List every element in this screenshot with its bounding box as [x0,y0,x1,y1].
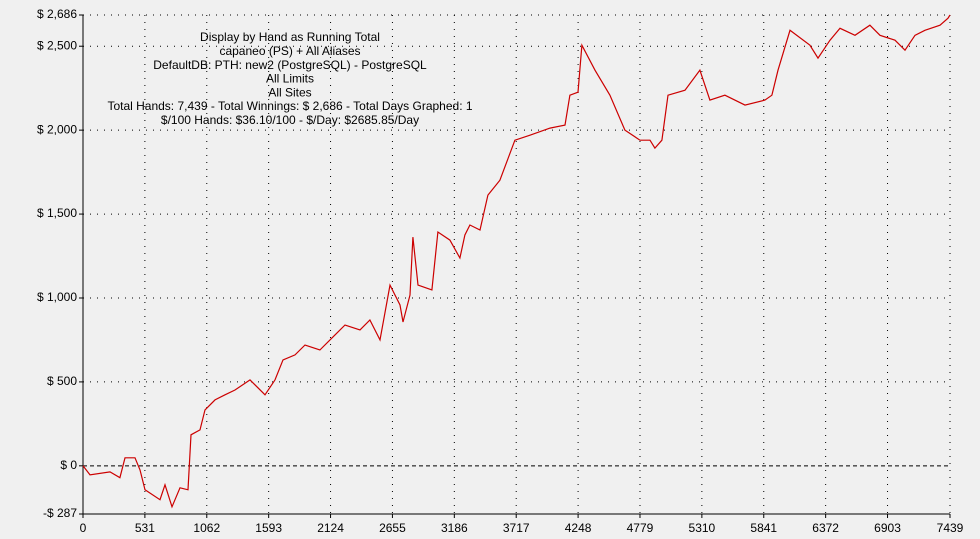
x-tick-label: 5310 [689,521,716,535]
x-tick-label: 7439 [937,521,964,535]
annotation: All Sites [268,85,311,99]
y-tick-label: $ 2,000 [37,122,77,136]
x-tick-label: 4779 [627,521,654,535]
x-tick-label: 5841 [750,521,777,535]
y-tick-label: $ 2,686 [37,7,77,21]
x-tick-label: 2655 [379,521,406,535]
x-tick-label: 6903 [874,521,901,535]
y-tick-label: $ 1,500 [37,206,77,220]
x-tick-label: 531 [135,521,155,535]
annotation: $/100 Hands: $36.10/100 - $/Day: $2685.8… [161,113,419,127]
x-tick-label: 0 [80,521,87,535]
x-tick-label: 1062 [193,521,220,535]
x-tick-label: 2124 [317,521,344,535]
annotation: Total Hands: 7,439 - Total Winnings: $ 2… [107,99,472,113]
y-tick-label: $ 1,000 [37,290,77,304]
annotation: capaneo (PS) + All Aliases [219,44,360,58]
y-tick-label: $ 0 [60,458,77,472]
x-tick-label: 6372 [812,521,839,535]
x-tick-label: 3186 [441,521,468,535]
x-tick-label: 3717 [503,521,530,535]
line [82,14,951,509]
annotation: Display by Hand as Running Total [200,30,380,44]
y-tick-label: $ 500 [47,374,77,388]
y-tick-label: $ 2,500 [37,38,77,52]
x-tick-label: 1593 [255,521,282,535]
y-tick-label: -$ 287 [43,506,77,520]
annotation: DefaultDB: PTH: new2 (PostgreSQL) - Post… [153,58,427,72]
annotation: All Limits [266,72,314,86]
x-tick-label: 4248 [565,521,592,535]
